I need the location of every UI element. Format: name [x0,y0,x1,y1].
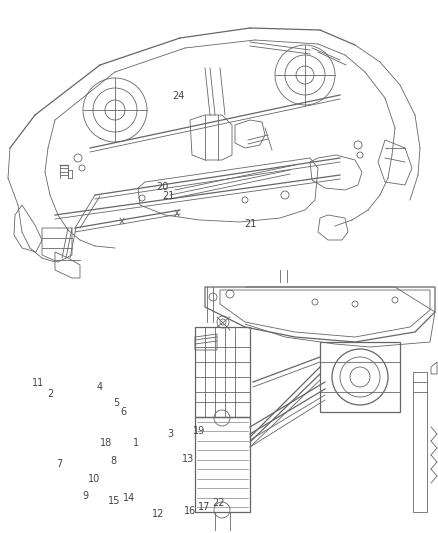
Text: 21: 21 [162,191,174,201]
Text: 12: 12 [152,510,164,519]
Text: 21: 21 [244,219,257,229]
Text: 14: 14 [123,494,135,503]
Text: 20: 20 [157,182,169,192]
Text: 10: 10 [88,474,100,483]
Text: 24: 24 [173,91,185,101]
Text: 16: 16 [184,506,197,515]
Text: 22: 22 [212,498,224,507]
Text: 3: 3 [167,429,173,439]
Text: 19: 19 [193,426,205,436]
Text: 7: 7 [57,459,63,469]
Text: 8: 8 [110,456,116,466]
Text: 11: 11 [32,378,45,387]
Text: 6: 6 [120,407,127,417]
Text: 13: 13 [182,455,194,464]
Text: 15: 15 [108,496,120,506]
Text: 1: 1 [133,438,139,448]
Text: 17: 17 [198,503,210,512]
Text: 9: 9 [82,491,88,500]
Text: 18: 18 [100,439,112,448]
Text: 4: 4 [97,383,103,392]
Text: 5: 5 [113,398,120,408]
Text: 2: 2 [48,390,54,399]
